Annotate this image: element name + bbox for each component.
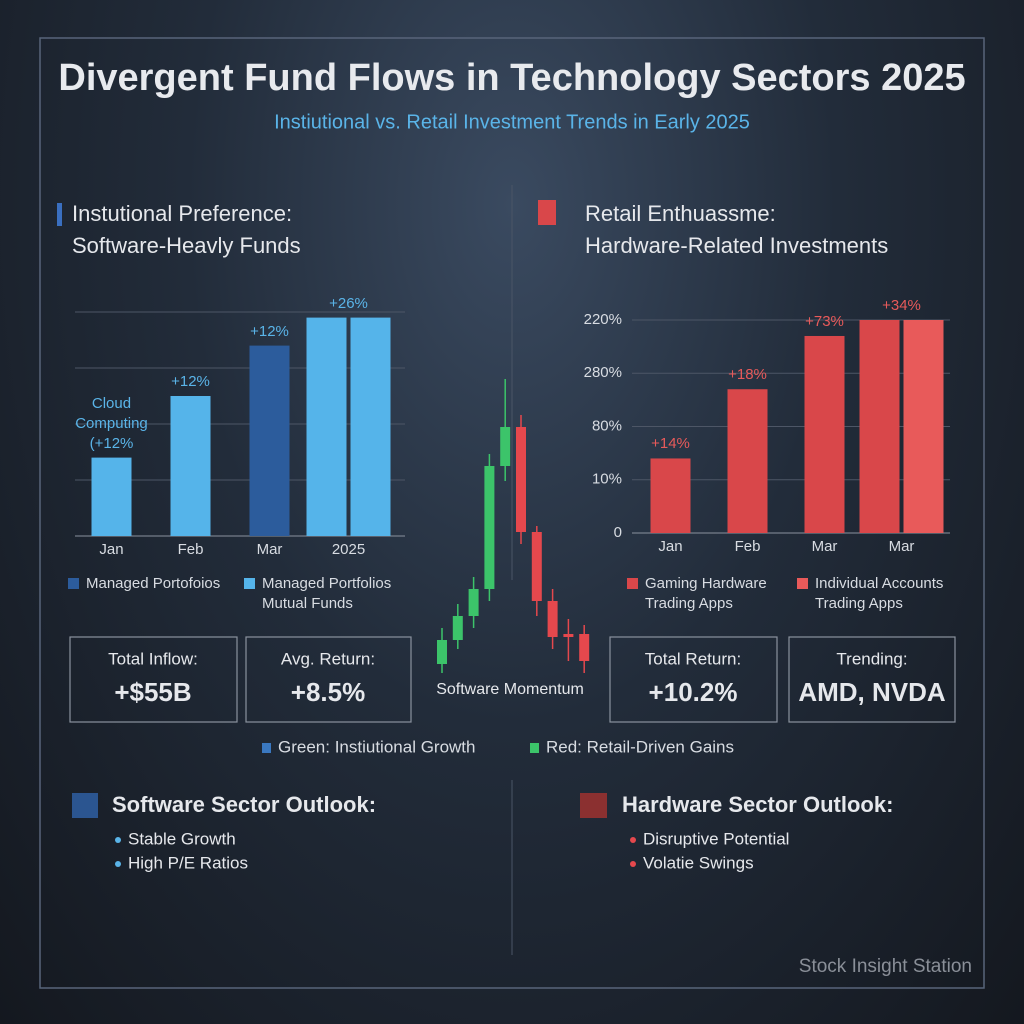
- candle-body: [531, 532, 542, 601]
- outlook-item: Stable Growth: [128, 829, 236, 848]
- stat-label: Total Inflow:: [108, 649, 198, 668]
- stat-value: +8.5%: [291, 677, 365, 707]
- stat-value: +10.2%: [649, 677, 738, 707]
- x-tick-label: Jan: [99, 541, 123, 558]
- candle-body: [563, 634, 574, 637]
- x-tick-label: Jan: [658, 538, 682, 555]
- annotation: +34%: [882, 297, 921, 314]
- heading: Software-Heavly Funds: [72, 233, 301, 258]
- bar: [306, 317, 347, 536]
- y-tick-label: 0: [614, 524, 622, 541]
- legend-swatch: [797, 578, 808, 589]
- legend-label: Gaming Hardware Trading Apps: [645, 575, 767, 612]
- x-tick-label: Mar: [889, 538, 915, 555]
- x-tick-label: 2025: [332, 541, 365, 558]
- candle-body: [579, 634, 590, 661]
- legend-label: Managed Portofoios: [86, 575, 221, 592]
- bar: [903, 320, 944, 533]
- frame: [39, 37, 985, 989]
- bar: [249, 345, 290, 536]
- outlook-item: High P/E Ratios: [128, 853, 248, 872]
- heading: Instutional Preference:: [72, 201, 292, 226]
- bar: [859, 320, 900, 533]
- outlook-item: Volatie Swings: [643, 853, 754, 872]
- bar: [650, 458, 691, 533]
- stat-box: [609, 636, 778, 723]
- candle-body: [547, 601, 558, 637]
- stat-value: AMD, NVDA: [798, 677, 946, 707]
- candle-body: [437, 640, 447, 664]
- stat-label: Trending:: [836, 649, 907, 668]
- heading-marker: [538, 200, 556, 225]
- candle-body: [484, 466, 495, 589]
- legend-swatch: [244, 578, 255, 589]
- y-tick-label: 80%: [592, 417, 622, 434]
- x-tick-label: Mar: [812, 538, 838, 555]
- bar: [170, 396, 211, 536]
- legend-label: Managed Portfolios Mutual Funds: [262, 575, 392, 612]
- outlook-item: Disruptive Potential: [643, 829, 789, 848]
- annotation: +73%: [805, 312, 844, 330]
- legend-swatch: [627, 578, 638, 589]
- outlook-title: Hardware Sector Outlook:: [622, 792, 893, 817]
- stat-box: [245, 636, 412, 723]
- stat-value: +$55B: [114, 677, 191, 707]
- heading: Hardware-Related Investments: [585, 233, 888, 258]
- x-tick-label: Mar: [257, 541, 283, 558]
- stat-label: Total Return:: [645, 649, 741, 668]
- outlook-marker: [72, 793, 98, 818]
- stat-box: [69, 636, 238, 723]
- heading-marker: [57, 203, 62, 226]
- legend-label: Red: Retail-Driven Gains: [546, 737, 734, 756]
- y-tick-label: 280%: [584, 364, 622, 381]
- title: Divergent Fund Flows in Technology Secto…: [58, 57, 965, 99]
- candle-body: [468, 589, 479, 616]
- bullet: [115, 837, 121, 843]
- annotation: +26%: [329, 294, 368, 312]
- footer: Stock Insight Station: [799, 956, 972, 977]
- bar: [804, 335, 845, 533]
- outlook-marker: [580, 793, 607, 818]
- bar: [350, 317, 391, 536]
- annotation: +12%: [250, 322, 289, 340]
- legend-label: Individual Accounts Trading Apps: [815, 575, 944, 612]
- bullet: [630, 861, 636, 867]
- heading: Retail Enthuassme:: [585, 201, 776, 226]
- stat-box: [788, 636, 956, 723]
- annotation: +12%: [171, 373, 210, 390]
- annotation: Cloud Computing (+12%: [75, 394, 148, 452]
- bar: [91, 457, 132, 536]
- annotation: +18%: [728, 366, 767, 384]
- y-tick-label: 10%: [592, 471, 622, 488]
- candle-body: [516, 427, 526, 532]
- legend-swatch: [262, 743, 271, 753]
- legend-swatch: [68, 578, 79, 589]
- legend-label: Green: Instiutional Growth: [278, 737, 475, 756]
- y-tick-label: 220%: [584, 311, 622, 328]
- outlook-title: Software Sector Outlook:: [112, 792, 376, 817]
- bullet: [630, 837, 636, 843]
- chart-title: Software Momentum: [436, 681, 584, 698]
- candle-body: [500, 427, 511, 466]
- x-tick-label: Feb: [735, 538, 761, 555]
- subtitle: Instiutional vs. Retail Investment Trend…: [274, 111, 750, 133]
- legend-swatch: [530, 743, 539, 753]
- bullet: [115, 861, 121, 867]
- annotation: +14%: [651, 435, 690, 453]
- bar: [727, 389, 768, 533]
- stat-label: Avg. Return:: [281, 649, 375, 668]
- candle-body: [452, 616, 463, 640]
- x-tick-label: Feb: [178, 541, 204, 558]
